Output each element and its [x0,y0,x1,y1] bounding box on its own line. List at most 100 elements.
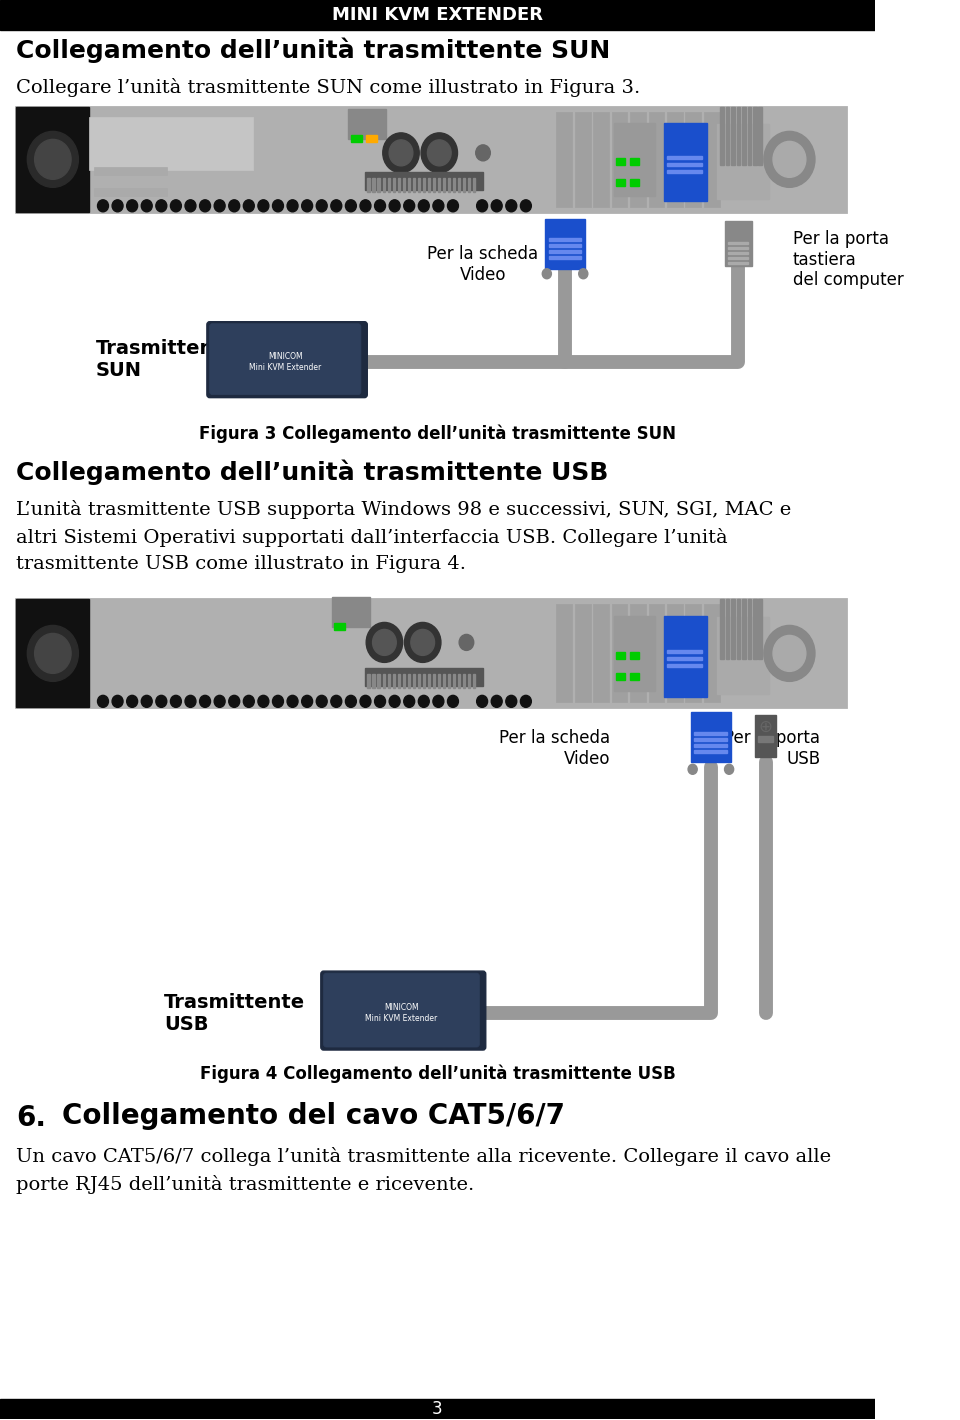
Bar [667,112,683,207]
Bar [742,599,746,659]
Bar [612,112,628,207]
Bar [549,237,582,241]
Bar [427,178,430,192]
Circle shape [773,142,805,178]
Bar [725,220,752,266]
Bar [334,623,346,630]
Bar [616,673,625,680]
Bar [382,178,385,192]
Circle shape [141,696,153,707]
Bar [649,112,664,207]
FancyBboxPatch shape [321,971,486,1049]
Bar [616,652,625,659]
Bar [694,738,728,741]
Bar [704,605,720,703]
Bar [575,112,590,207]
Bar [94,168,167,175]
Bar [427,674,430,689]
Bar [667,650,702,653]
Circle shape [372,629,396,656]
Bar [348,109,387,139]
Circle shape [228,200,240,212]
Circle shape [273,696,283,707]
Circle shape [112,200,123,212]
Bar [468,674,470,689]
Text: Per la scheda
Video: Per la scheda Video [427,244,539,284]
Bar [89,118,253,170]
Bar [433,178,436,192]
Bar [453,178,455,192]
Circle shape [98,200,108,212]
Bar [753,106,756,165]
Bar [685,112,701,207]
Bar [667,156,702,159]
Circle shape [404,622,441,662]
Circle shape [127,200,137,212]
Text: Un cavo CAT5/6/7 collega l’unità trasmittente alla ricevente. Collegare il cavo : Un cavo CAT5/6/7 collega l’unità trasmit… [16,1147,831,1166]
Circle shape [287,200,298,212]
Circle shape [421,133,458,173]
Circle shape [374,696,386,707]
Circle shape [419,696,429,707]
Bar [365,669,483,686]
Text: Collegamento dell’unità trasmittente USB: Collegamento dell’unità trasmittente USB [16,460,609,486]
Bar [331,598,370,628]
Circle shape [773,635,805,672]
Bar [691,713,731,763]
FancyBboxPatch shape [207,322,368,398]
Bar [402,674,405,689]
Bar [393,674,396,689]
Bar [716,616,769,694]
Circle shape [383,133,420,173]
Bar [729,257,748,258]
FancyBboxPatch shape [209,324,361,395]
Bar [736,106,740,165]
Bar [557,112,572,207]
Circle shape [411,629,435,656]
Bar [368,178,371,192]
Circle shape [579,268,588,278]
Circle shape [433,200,444,212]
Circle shape [156,200,167,212]
Bar [549,250,582,253]
Bar [16,106,89,212]
Circle shape [214,200,225,212]
Bar [716,124,769,199]
Text: trasmittente USB come illustrato in Figura 4.: trasmittente USB come illustrato in Figu… [16,555,467,574]
Circle shape [243,200,254,212]
Circle shape [228,696,240,707]
Circle shape [492,696,502,707]
Bar [418,178,420,192]
Bar [468,178,470,192]
Bar [463,178,466,192]
Circle shape [346,200,356,212]
Circle shape [331,696,342,707]
Bar [16,599,89,707]
Circle shape [520,696,531,707]
Bar [367,135,377,142]
Bar [694,733,728,736]
Bar [742,106,746,165]
Bar [663,122,708,202]
Circle shape [171,696,181,707]
Circle shape [127,696,137,707]
Circle shape [506,696,516,707]
Bar [388,178,391,192]
Circle shape [200,200,210,212]
Bar [729,261,748,264]
Circle shape [542,268,551,278]
Text: Per la porta
USB: Per la porta USB [724,730,820,768]
Circle shape [141,200,153,212]
Bar [402,178,405,192]
Bar [94,187,167,196]
Bar [729,251,748,254]
Bar [393,178,396,192]
Circle shape [273,200,283,212]
Text: MINICOM
Mini KVM Extender: MINICOM Mini KVM Extender [250,352,322,372]
Bar [368,674,371,689]
Bar [694,750,728,753]
Bar [704,112,720,207]
Circle shape [360,200,371,212]
Bar [549,244,582,247]
Circle shape [35,633,71,673]
